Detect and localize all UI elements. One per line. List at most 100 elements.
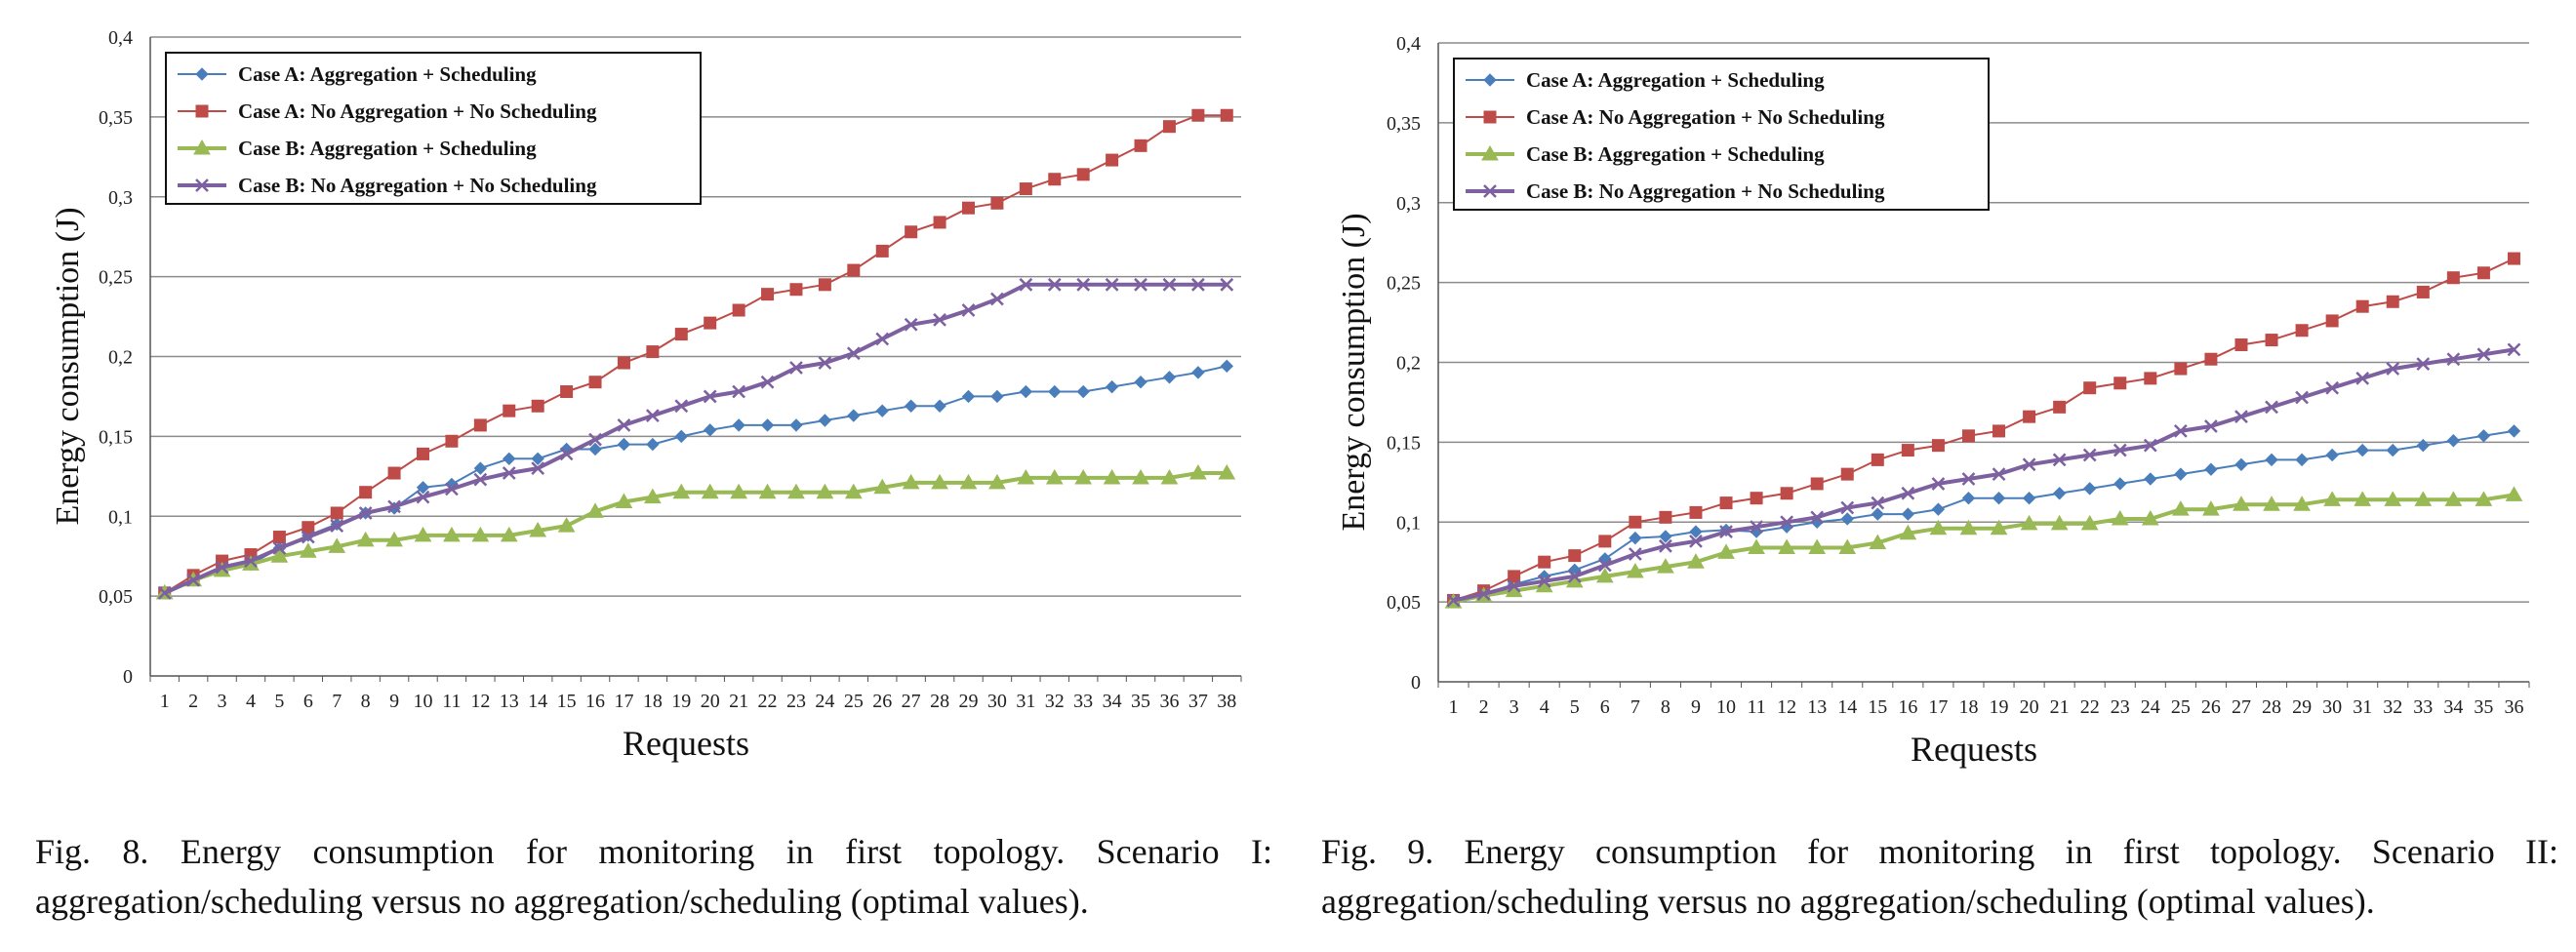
data-point	[1045, 468, 1064, 485]
data-point	[2265, 400, 2278, 415]
data-point	[2263, 496, 2280, 511]
data-point	[1103, 468, 1121, 485]
data-point	[1017, 468, 1035, 485]
data-point	[1076, 168, 1090, 181]
data-point	[2204, 352, 2218, 366]
data-point	[2113, 443, 2127, 457]
data-point	[2265, 453, 2278, 467]
legend-label: Case A: Aggregation + Scheduling	[238, 62, 537, 86]
x-tick-label: 24	[815, 691, 834, 712]
data-point	[732, 384, 746, 399]
x-tick-label: 33	[2413, 696, 2433, 718]
data-point	[1019, 182, 1032, 196]
data-point	[1019, 277, 1033, 292]
data-point	[443, 526, 461, 542]
data-point	[387, 466, 401, 480]
data-point	[1507, 578, 1521, 593]
x-tick-label: 1	[1449, 696, 1459, 718]
data-point	[818, 414, 832, 427]
data-point	[2355, 371, 2370, 385]
data-point	[1657, 558, 1674, 574]
data-point	[2416, 357, 2431, 372]
data-point	[2052, 487, 2067, 500]
legend-marker	[195, 104, 209, 118]
data-point	[559, 447, 574, 461]
data-point	[875, 404, 889, 417]
x-tick-label: 30	[987, 691, 1007, 712]
x-tick-label: 35	[2474, 696, 2493, 718]
data-point	[1931, 477, 1946, 491]
data-point	[2174, 362, 2188, 376]
data-point	[588, 432, 602, 447]
legend-label: Case B: No Aggregation + No Scheduling	[238, 174, 597, 197]
data-point	[1162, 277, 1177, 292]
data-point	[646, 345, 660, 359]
data-point	[1659, 538, 1672, 553]
data-point	[1990, 519, 2008, 536]
data-point	[844, 483, 863, 499]
legend-marker	[1483, 184, 1497, 198]
data-point	[672, 483, 691, 499]
data-point	[416, 481, 430, 495]
data-point	[2295, 324, 2309, 337]
legend-marker	[1483, 73, 1497, 87]
data-point	[1190, 277, 1205, 292]
data-point	[2080, 514, 2099, 531]
x-tick-label: 5	[1570, 696, 1580, 718]
data-point	[789, 361, 803, 375]
legend-entry: Case B: Aggregation + Scheduling	[1466, 142, 1825, 166]
data-point	[1134, 139, 1147, 152]
data-point	[302, 521, 315, 535]
data-point	[1931, 439, 1945, 453]
x-tick-label: 36	[1159, 691, 1179, 712]
x-tick-label: 30	[2322, 696, 2342, 718]
x-tick-label: 20	[701, 691, 720, 712]
x-tick-label: 37	[1188, 691, 1208, 712]
data-point	[1048, 173, 1062, 186]
y-tick-label: 0	[123, 666, 133, 688]
data-point	[1810, 510, 1825, 525]
data-point	[1162, 120, 1176, 134]
x-tick-label: 23	[2111, 696, 2130, 718]
x-tick-label: 35	[1131, 691, 1150, 712]
y-axis: 0 0,05 0,1 0,15 0,2 0,25 0,3 0,35 0,4	[99, 27, 133, 688]
data-point	[1840, 512, 1854, 526]
data-point	[445, 434, 459, 448]
data-point	[1220, 277, 1234, 292]
data-point	[1869, 534, 1887, 550]
data-point	[847, 263, 861, 277]
data-point	[1476, 587, 1491, 601]
x-tick-label: 28	[2262, 696, 2281, 718]
x-tick-label: 6	[303, 691, 313, 712]
data-point	[2113, 477, 2127, 491]
figure-8: 0 0,05 0,1 0,15 0,2 0,25 0,3 0,35 0,4 1 2 3 4 5 6 7 8 9 10…	[35, 27, 1272, 921]
legend: Case A: Aggregation + Scheduling Case A: …	[1453, 58, 1990, 211]
series-line	[163, 471, 1228, 595]
data-point	[356, 531, 375, 547]
data-point	[1105, 379, 1119, 394]
data-point	[1778, 538, 1796, 554]
data-point	[1076, 384, 1090, 399]
data-point	[875, 332, 890, 346]
x-tick-label: 12	[470, 691, 490, 712]
x-tick-label: 28	[930, 691, 949, 712]
data-point	[503, 452, 516, 466]
x-tick-label: 2	[188, 691, 198, 712]
data-point	[904, 317, 918, 332]
y-tick-label: 0,3	[1396, 193, 1421, 215]
data-point	[962, 201, 975, 215]
data-point	[2386, 295, 2399, 308]
data-point	[645, 409, 660, 422]
data-point	[818, 278, 831, 292]
y-tick-label: 0,35	[1387, 113, 1421, 135]
series-line	[163, 282, 1228, 595]
data-point	[1076, 277, 1091, 292]
data-point	[2476, 429, 2491, 443]
x-tick-label: 10	[414, 691, 433, 712]
x-tick-label: 19	[1990, 696, 2009, 718]
data-point	[1132, 468, 1149, 485]
data-point	[2082, 482, 2097, 496]
data-point	[2141, 509, 2159, 526]
data-point	[215, 560, 229, 575]
data-point	[270, 547, 289, 563]
